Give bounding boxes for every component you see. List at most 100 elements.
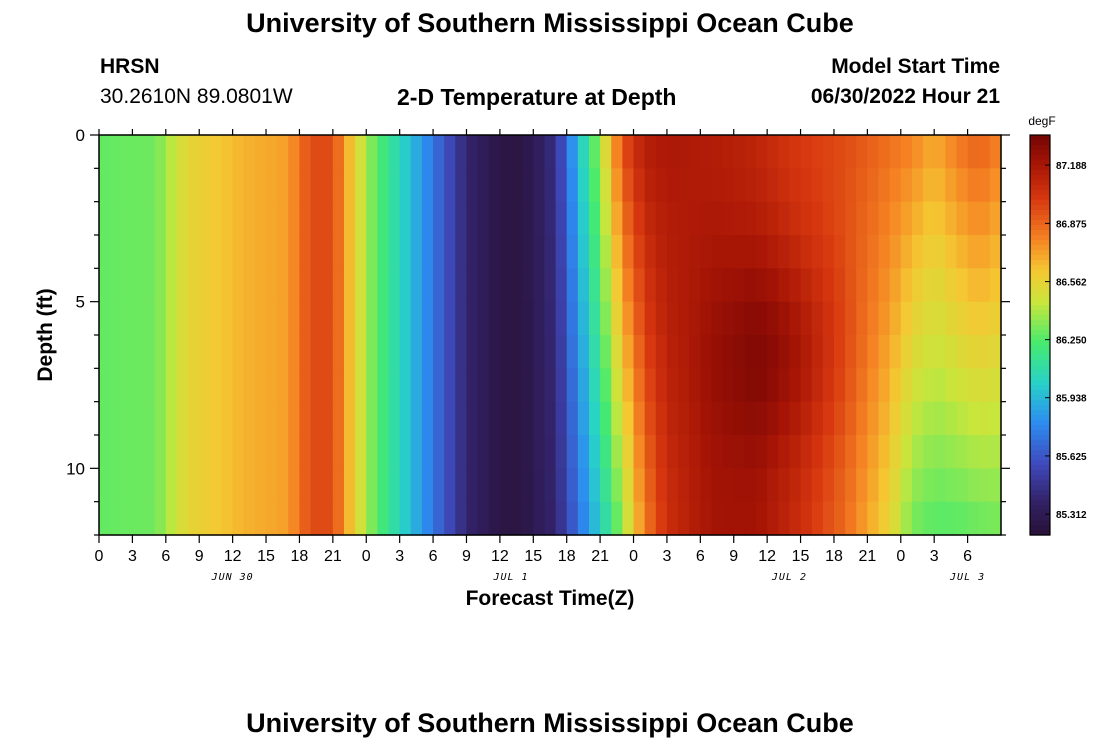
heatmap-cell [767,201,779,236]
heatmap-cell [165,335,178,369]
heatmap-cell [845,301,857,336]
heatmap-cell [566,135,579,169]
heatmap-cell [210,435,223,469]
heatmap-cell [666,135,679,169]
heatmap-cell [800,201,813,236]
heatmap-cell [176,268,189,303]
heatmap-cell [655,501,668,536]
heatmap-cell [956,201,969,236]
heatmap-cell [466,268,479,303]
heatmap-cell [455,435,468,469]
heatmap-cell [544,268,557,303]
heatmap-cell [911,501,924,536]
heatmap-cell [154,335,167,369]
heatmap-cell [232,335,245,369]
heatmap-cell [366,401,378,436]
heatmap-cell [845,468,857,503]
heatmap-cell [989,301,1002,336]
heatmap-cell [421,301,434,336]
heatmap-cell [778,335,791,369]
heatmap-cell [666,501,679,536]
heatmap-cell [911,201,924,236]
heatmap-cell [266,168,278,203]
heatmap-cell [900,501,913,536]
heatmap-cell [756,268,768,303]
heatmap-cell [689,435,701,469]
heatmap-cell [756,401,768,436]
heatmap-cell [143,501,156,536]
heatmap-cell [377,468,390,503]
colorbar-segment [1030,160,1050,166]
heatmap-cell [989,501,1002,536]
heatmap-cell [477,501,490,536]
colorbar-segment [1030,255,1050,261]
heatmap-cell [555,301,568,336]
heatmap-cell [945,435,958,469]
heatmap-cell [433,335,445,369]
heatmap-cell [355,401,367,436]
heatmap-cell [600,401,612,436]
heatmap-cell [176,168,189,203]
heatmap-cell [243,301,256,336]
heatmap-cell [600,168,612,203]
heatmap-cell [221,368,234,403]
heatmap-cell [733,368,746,403]
heatmap-cell [689,168,701,203]
x-tick-label: 21 [858,548,876,565]
heatmap-cell [867,135,880,169]
heatmap-cell [199,135,211,169]
heatmap-cell [577,435,590,469]
heatmap-cell [310,435,323,469]
heatmap-cell [254,368,267,403]
heatmap-cell [433,301,445,336]
heatmap-cell [254,168,267,203]
heatmap-cell [789,435,802,469]
x-tick-label: 12 [224,548,242,565]
heatmap-cell [488,235,501,269]
heatmap-cell [110,368,122,403]
heatmap-cell [622,168,635,203]
heatmap-cell [277,235,289,269]
heatmap-cell [377,368,390,403]
heatmap-cell [978,401,991,436]
heatmap-cell [132,235,145,269]
heatmap-cell [388,235,401,269]
heatmap-cell [444,501,456,536]
heatmap-cell [934,301,946,336]
heatmap-cell [555,268,568,303]
heatmap-cell [633,335,646,369]
heatmap-cell [689,468,701,503]
heatmap-cell [288,468,301,503]
heatmap-cell [143,168,156,203]
heatmap-cell [254,501,267,536]
colorbar-segment [1030,460,1050,466]
heatmap-cell [756,335,768,369]
heatmap-cell [132,368,145,403]
heatmap-cell [878,201,891,236]
station-id: HRSN [100,55,160,78]
heatmap-cell [399,235,412,269]
heatmap-cell [110,135,122,169]
heatmap-cell [377,168,390,203]
heatmap-cell [867,235,880,269]
heatmap-cell [266,135,278,169]
heatmap-cell [555,401,568,436]
heatmap-cell [588,168,601,203]
heatmap-cell [288,501,301,536]
heatmap-cell [878,501,891,536]
heatmap-cell [911,135,924,169]
heatmap-cell [767,468,779,503]
heatmap-cell [600,135,612,169]
colorbar-tick-label: 86.875 [1056,219,1087,230]
heatmap-cell [266,435,278,469]
heatmap-cell [533,235,546,269]
heatmap-cell [188,268,200,303]
heatmap-cell [366,368,378,403]
x-tick-label: 15 [524,548,542,565]
heatmap-cell [321,435,334,469]
heatmap-cell [533,335,546,369]
heatmap-cell [410,301,423,336]
heatmap-cell [655,435,668,469]
heatmap-cell [911,268,924,303]
x-tick-label: 3 [662,548,671,565]
